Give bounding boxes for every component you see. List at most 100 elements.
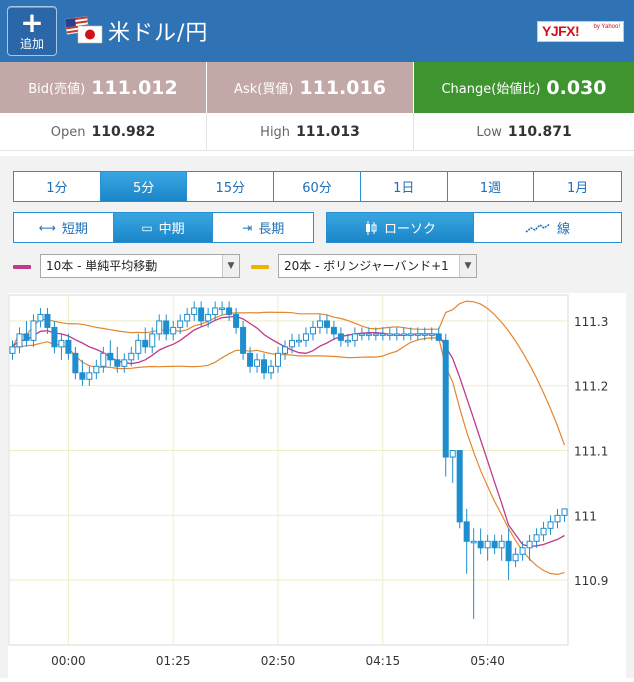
candle-body (268, 365, 275, 374)
yjfx-logo: YJFX! by Yahoo! (537, 21, 624, 42)
chevron-down-icon: ▼ (459, 255, 476, 277)
x-tick-label: 01:25 (156, 654, 191, 668)
term-long-label: 長期 (258, 222, 285, 237)
bid-quote: Bid(売値) 111.012 (0, 62, 207, 113)
candle-body (281, 346, 289, 354)
candle-body (65, 339, 72, 354)
candle-body (302, 333, 309, 341)
candle-body (365, 333, 372, 336)
candle-body (372, 333, 379, 336)
candle-body (79, 372, 86, 380)
logo-subtext: by Yahoo! (593, 24, 620, 30)
candle-body (309, 326, 316, 335)
candle-body (240, 326, 247, 354)
ask-value: 111.016 (299, 76, 386, 99)
y-tick-label: 110.9 (574, 574, 608, 588)
candle-body (93, 365, 100, 374)
bid-label: Bid(売値) (28, 82, 86, 97)
candle-body (561, 508, 568, 516)
timeframe-5min[interactable]: 5分 (100, 172, 188, 201)
plus-icon: + (20, 6, 44, 39)
high-stat: High 111.013 (207, 113, 414, 151)
term-short-button[interactable]: ⟷ 短期 (14, 213, 114, 242)
candle-body (407, 333, 414, 336)
long-term-icon: ⇥ (242, 220, 253, 235)
timeframe-1week[interactable]: 1週 (447, 172, 535, 201)
candle-body (484, 540, 491, 549)
timeframe-selector: 1分 5分 15分 60分 1日 1週 1月 (13, 171, 622, 202)
candle-body (177, 320, 184, 328)
candle-body (554, 514, 561, 523)
ask-label: Ask(買値) (234, 82, 294, 97)
change-value: 0.030 (546, 76, 607, 99)
candlestick-chart[interactable]: 111.3 111.2 111.1 111 110.9 00:00 01:25 02:50 04… (8, 293, 626, 678)
candle-body (219, 307, 226, 310)
y-tick-label: 111.3 (574, 315, 608, 329)
term-medium-label: 中期 (158, 222, 185, 237)
candle-body (442, 339, 449, 458)
candle-body (212, 307, 219, 315)
candle-body (9, 346, 16, 354)
us-jp-flag-icon (64, 16, 103, 44)
high-value: 111.013 (296, 124, 360, 140)
candle-body (51, 326, 58, 348)
timeframe-60min[interactable]: 60分 (274, 172, 361, 201)
chevron-down-icon: ▼ (222, 255, 239, 277)
candle-body (275, 352, 282, 367)
chart-type-line-label: 線 (556, 222, 570, 237)
bid-value: 111.012 (91, 76, 178, 99)
candle-body (351, 333, 358, 341)
candle-body (163, 320, 170, 335)
candle-body (344, 339, 351, 343)
high-label: High (260, 124, 291, 140)
candle-body (386, 333, 393, 336)
open-value: 110.982 (91, 124, 156, 140)
x-tick-label: 00:00 (51, 654, 86, 668)
bollinger-lower-line (12, 337, 565, 576)
timeframe-15min[interactable]: 15分 (187, 172, 275, 201)
candle-body (428, 333, 435, 336)
ma-indicator-select[interactable]: 10本 - 単純平均移動 ▼ (40, 254, 240, 278)
candle-body (330, 326, 337, 335)
candle-body (533, 534, 540, 542)
candle-body (316, 320, 323, 328)
low-value: 110.871 (507, 124, 572, 140)
candle-body (358, 333, 365, 336)
candle-body (86, 372, 93, 380)
candle-body (170, 326, 177, 335)
candle-body (547, 521, 554, 529)
y-tick-label: 111.2 (574, 380, 608, 394)
bb-indicator-select[interactable]: 20本 - ボリンジャーバンド+1 ▼ (278, 254, 477, 278)
quote-bar: Bid(売値) 111.012 Ask(買値) 111.016 Change(始… (0, 62, 634, 113)
candle-body (37, 313, 44, 322)
candle-body (470, 540, 477, 544)
chart-type-candle-button[interactable]: ローソク (327, 213, 474, 242)
open-label: Open (50, 124, 86, 140)
candle-body (400, 333, 407, 336)
chart-type-line-button[interactable]: 線 (474, 213, 621, 242)
y-tick-label: 111.1 (574, 445, 608, 459)
term-long-button[interactable]: ⇥ 長期 (213, 213, 314, 242)
candle-body (205, 313, 212, 322)
timeframe-1month[interactable]: 1月 (534, 172, 622, 201)
short-term-icon: ⟷ (38, 220, 56, 235)
low-stat: Low 110.871 (414, 113, 634, 151)
candle-body (512, 553, 519, 562)
candle-body (128, 352, 135, 361)
timeframe-1min[interactable]: 1分 (14, 172, 101, 201)
candle-body (233, 313, 240, 328)
candle-body (261, 359, 268, 374)
candle-body (477, 540, 484, 549)
open-stat: Open 110.982 (0, 113, 207, 151)
term-medium-button[interactable]: ▭ 中期 (113, 213, 214, 242)
low-label: Low (476, 124, 502, 140)
add-button[interactable]: + 追加 (7, 6, 57, 56)
price-chart[interactable]: 111.3 111.2 111.1 111 110.9 00:00 01:25 02:50 04… (8, 293, 626, 678)
line-icon (525, 222, 551, 233)
timeframe-1day[interactable]: 1日 (360, 172, 448, 201)
stats-bar: Open 110.982 High 111.013 Low 110.871 (0, 113, 634, 151)
logo-text: YJFX! (542, 23, 580, 39)
candle-body (149, 333, 156, 348)
candlestick-icon (365, 220, 377, 235)
candle-body (498, 540, 505, 549)
